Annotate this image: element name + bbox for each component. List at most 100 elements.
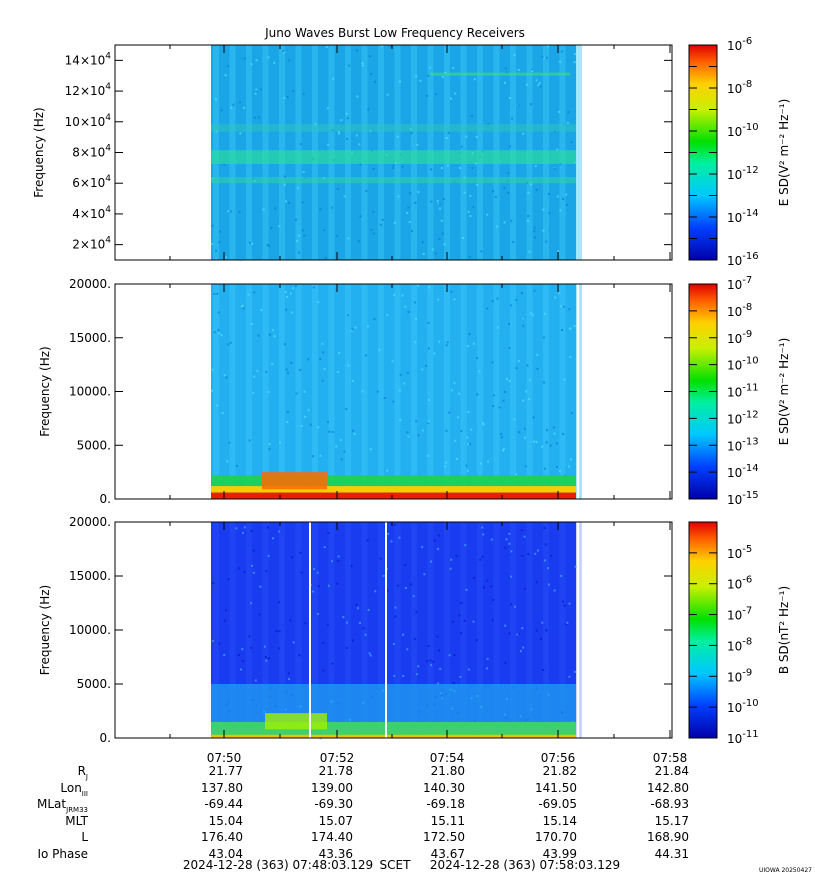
- noise-speck: [224, 609, 227, 612]
- ephemeris-value: 176.40: [201, 830, 243, 844]
- noise-speck: [264, 656, 267, 659]
- noise-speck: [307, 409, 310, 412]
- noise-speck: [367, 609, 370, 612]
- noise-speck: [553, 589, 556, 592]
- noise-speck: [323, 546, 326, 549]
- noise-speck: [417, 665, 420, 668]
- noise-speck: [543, 559, 546, 562]
- y-tick-label: 0.: [100, 492, 111, 506]
- noise-speck: [545, 56, 548, 59]
- noise-speck: [398, 80, 401, 83]
- noise-speck: [369, 654, 372, 657]
- noise-speck: [251, 242, 254, 245]
- noise-speck: [509, 97, 512, 100]
- noise-speck: [524, 465, 527, 468]
- noise-speck: [298, 654, 301, 657]
- noise-speck: [225, 376, 228, 379]
- noise-speck: [285, 308, 288, 311]
- noise-speck: [453, 298, 456, 301]
- noise-speck: [323, 229, 326, 232]
- noise-speck: [460, 430, 463, 433]
- ephemeris-label-subscript: J: [85, 773, 88, 781]
- colorbar-tick-exponent: -10: [742, 356, 758, 367]
- noise-speck: [370, 72, 373, 75]
- noise-speck: [510, 575, 513, 578]
- ephemeris-value: 43.67: [430, 846, 465, 861]
- noise-speck: [449, 97, 452, 100]
- noise-speck: [242, 307, 245, 310]
- noise-speck: [227, 343, 230, 346]
- noise-speck: [522, 399, 525, 402]
- noise-speck: [283, 183, 286, 186]
- noise-speck: [212, 582, 215, 585]
- noise-speck: [404, 563, 407, 566]
- noise-speck: [511, 117, 514, 120]
- colorbar-tick-label: 10-11: [727, 729, 759, 746]
- stripe: [378, 284, 384, 499]
- noise-speck: [487, 460, 490, 463]
- noise-speck: [317, 301, 320, 304]
- noise-speck: [437, 649, 440, 652]
- noise-speck: [299, 368, 302, 371]
- noise-speck: [285, 200, 288, 203]
- noise-speck: [447, 131, 450, 134]
- noise-speck: [337, 555, 340, 558]
- noise-speck: [241, 659, 244, 662]
- noise-speck: [259, 585, 262, 588]
- noise-speck: [289, 619, 292, 622]
- y-tick-exponent: 4: [105, 82, 111, 92]
- noise-speck: [297, 186, 300, 189]
- noise-speck: [415, 610, 418, 613]
- noise-speck: [547, 193, 550, 196]
- noise-speck: [536, 368, 539, 371]
- colorbar-tick-label: 10-6: [727, 36, 752, 53]
- noise-speck: [442, 197, 445, 200]
- noise-speck: [220, 109, 223, 112]
- noise-speck: [510, 603, 513, 606]
- noise-speck: [357, 240, 360, 243]
- noise-speck: [557, 250, 560, 253]
- noise-speck: [278, 630, 281, 633]
- chart-title: Juno Waves Burst Low Frequency Receivers: [264, 26, 525, 40]
- noise-speck: [469, 443, 472, 446]
- noise-speck: [523, 535, 526, 538]
- noise-speck: [440, 167, 443, 170]
- noise-speck: [535, 629, 538, 632]
- noise-speck: [327, 532, 330, 535]
- noise-speck: [427, 74, 430, 77]
- noise-speck: [267, 390, 270, 393]
- noise-speck: [336, 187, 339, 190]
- noise-speck: [524, 587, 527, 590]
- noise-speck: [573, 61, 576, 64]
- noise-speck: [505, 378, 508, 381]
- y-tick-label: 5000.: [77, 677, 111, 691]
- noise-speck: [542, 208, 545, 211]
- noise-speck: [239, 668, 242, 671]
- noise-speck: [224, 74, 227, 77]
- noise-speck: [227, 210, 230, 213]
- time-start-label: 2024-12-28 (363) 07:48:03.129: [183, 858, 373, 872]
- noise-speck: [414, 201, 417, 204]
- noise-speck: [473, 576, 476, 579]
- noise-speck: [467, 443, 470, 446]
- noise-speck: [314, 123, 317, 126]
- y-tick-label: 12×104: [65, 82, 112, 98]
- noise-speck: [355, 603, 358, 606]
- stripe: [312, 284, 318, 499]
- noise-speck: [548, 212, 551, 215]
- noise-speck: [259, 88, 262, 91]
- noise-speck: [370, 228, 373, 231]
- noise-speck: [460, 145, 463, 148]
- noise-speck: [459, 675, 462, 678]
- noise-speck: [538, 82, 541, 85]
- noise-speck: [381, 45, 384, 48]
- noise-speck: [554, 296, 557, 299]
- noise-speck: [263, 645, 266, 648]
- stripe: [246, 522, 252, 738]
- noise-speck: [301, 201, 304, 204]
- noise-speck: [501, 449, 504, 452]
- noise-speck: [379, 557, 382, 560]
- emission-band: [211, 124, 576, 132]
- noise-speck: [345, 646, 348, 649]
- stripe: [328, 284, 335, 499]
